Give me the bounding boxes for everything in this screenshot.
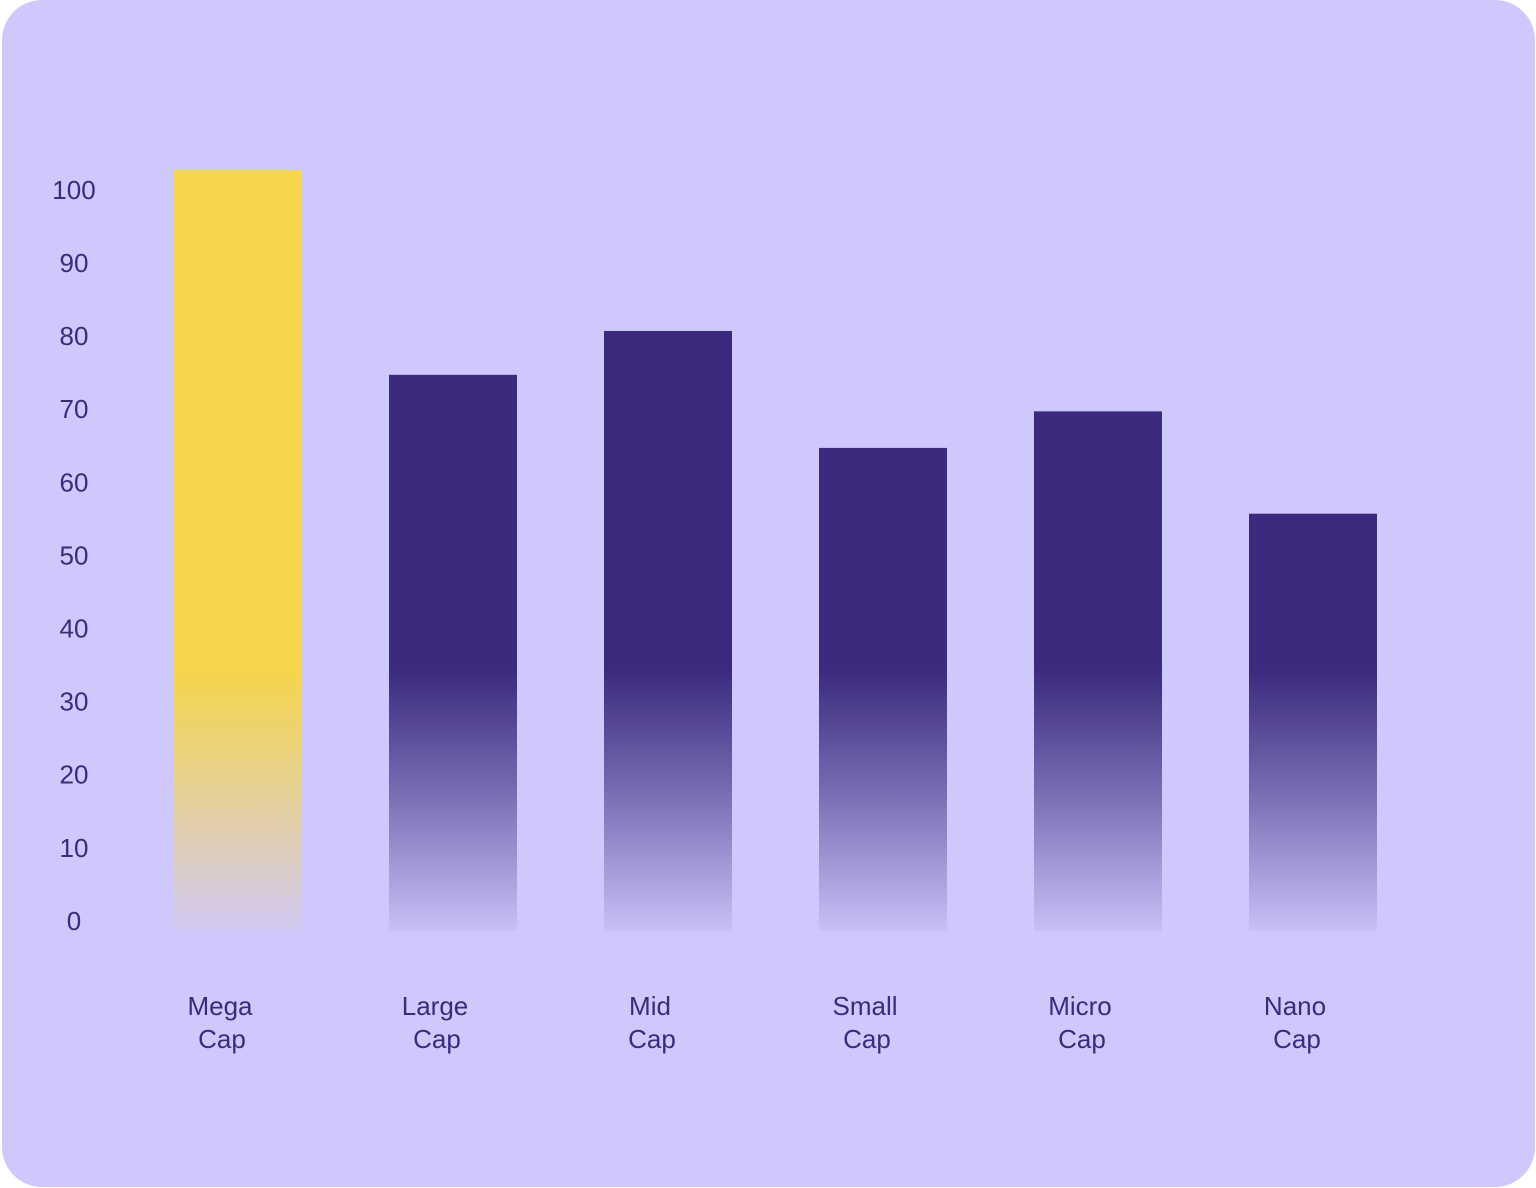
bar xyxy=(604,330,732,931)
x-tick-label-line: Cap xyxy=(413,1024,461,1054)
x-tick-label-line: Cap xyxy=(628,1024,676,1054)
x-tick-label-line: Micro xyxy=(1048,991,1112,1021)
bar xyxy=(1249,513,1377,931)
bar xyxy=(819,447,947,931)
y-tick-label: 20 xyxy=(60,760,89,790)
x-tick-label-line: Mega xyxy=(187,991,253,1021)
y-tick-label: 100 xyxy=(52,175,95,205)
x-tick-label: Mid Cap xyxy=(628,991,676,1054)
y-tick-label: 50 xyxy=(60,540,89,570)
x-tick-label: Small Cap xyxy=(832,991,897,1054)
y-tick-label: 70 xyxy=(60,394,89,424)
x-tick-label-line: Small xyxy=(832,991,897,1021)
y-tick-label: 40 xyxy=(60,614,89,644)
y-tick-label: 0 xyxy=(67,906,81,936)
x-tick-label-line: Cap xyxy=(1273,1024,1321,1054)
x-tick-label: Mega Cap xyxy=(187,991,253,1054)
x-tick-label: Micro Cap xyxy=(1048,991,1112,1054)
bar xyxy=(1034,411,1162,931)
x-tick-label-line: Cap xyxy=(1058,1024,1106,1054)
x-tick-label-line: Nano xyxy=(1264,991,1326,1021)
bar xyxy=(174,170,302,931)
x-tick-label-line: Cap xyxy=(843,1024,891,1054)
x-tick-label: Nano Cap xyxy=(1264,991,1326,1054)
y-tick-label: 60 xyxy=(60,467,89,497)
x-tick-label-line: Large xyxy=(402,991,469,1021)
y-tick-label: 10 xyxy=(60,833,89,863)
x-tick-label-line: Cap xyxy=(198,1024,246,1054)
y-tick-label: 90 xyxy=(60,248,89,278)
x-tick-label: Large Cap xyxy=(402,991,469,1054)
y-tick-label: 80 xyxy=(60,321,89,351)
y-tick-label: 30 xyxy=(60,687,89,717)
bar xyxy=(389,374,517,931)
x-tick-label-line: Mid xyxy=(629,991,671,1021)
